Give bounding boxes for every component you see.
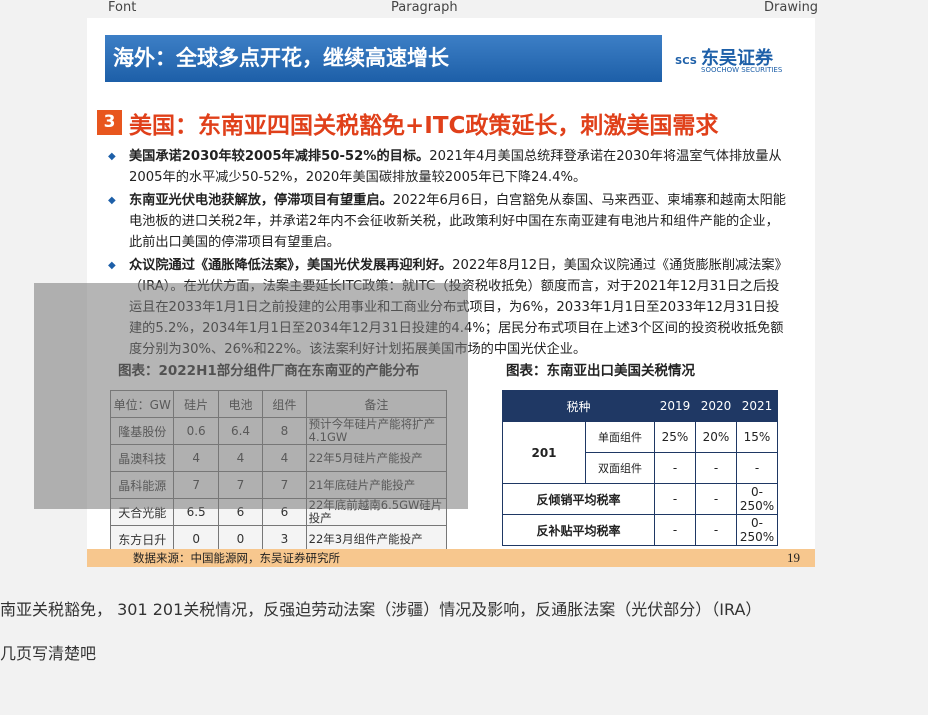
toolbar-label[interactable]: Paragraph <box>391 0 458 15</box>
bullet-lead: 美国承诺2030年较2005年减排50-52%的目标。 <box>129 149 430 164</box>
banner: 海外：全球多点开花，继续高速增长 <box>105 35 662 82</box>
table-cell: 反补贴平均税率 <box>502 514 655 546</box>
logo-name: 东吴证券 <box>701 48 773 69</box>
table-cell: - <box>654 514 696 546</box>
bullet: 东南亚光伏电池获解放，停滞项目有望重启。2022年6月6日，白宫豁免从泰国、马来… <box>108 190 788 253</box>
table-cell: 0 <box>173 525 219 553</box>
logo-mark: SCS <box>675 56 697 67</box>
tariff-table: 税种 2019 2020 2021 201 单面组件 25% 20% 15% 双面组件 - - - 反倾销… <box>502 390 778 546</box>
group-cell: 201 <box>502 421 586 484</box>
page-number: 19 <box>787 550 800 565</box>
table-cell: - <box>695 514 737 546</box>
bullet-lead: 东南亚光伏电池获解放，停滞项目有望重启。 <box>129 193 393 208</box>
table-row: 反倾销平均税率 - -0-250% <box>502 483 778 515</box>
header-cell: 2021 <box>736 390 778 422</box>
logo-subtitle: SOOCHOW SECURITIES <box>701 66 783 74</box>
table-cell: - <box>695 483 737 515</box>
table-cell: 22年3月组件产能投产 <box>305 525 448 553</box>
header-cell: 2019 <box>654 390 696 422</box>
message-line: 几页写清楚吧 <box>0 644 97 663</box>
table-header-row: 税种 2019 2020 2021 <box>502 390 778 422</box>
table-row: 201 单面组件 25% 20% 15% <box>502 421 778 484</box>
bullet: 美国承诺2030年较2005年减排50-52%的目标。2021年4月美国总统拜登… <box>108 146 788 188</box>
section-title: 美国：东南亚四国关税豁免+ITC政策延长，刺激美国需求 <box>129 113 719 139</box>
logo: SCS 东吴证券 SOOCHOW SECURITIES <box>675 46 795 78</box>
table-row: 反补贴平均税率 - -0-250% <box>502 514 778 546</box>
table-cell: - <box>695 452 737 484</box>
table-caption: 图表：东南亚出口美国关税情况 <box>506 363 695 379</box>
table-cell: - <box>654 483 696 515</box>
source-note: 数据来源：中国能源网，东吴证券研究所 <box>133 551 340 565</box>
table-cell: 0-250% <box>736 514 778 546</box>
header-cell: 2020 <box>695 390 737 422</box>
toolbar-label[interactable]: Font <box>108 0 137 15</box>
header-cell: 税种 <box>502 390 655 422</box>
bullet-text: 美国承诺2030年较2005年减排50-52%的目标。2021年4月美国总统拜登… <box>129 146 788 188</box>
table-cell: 反倾销平均税率 <box>502 483 655 515</box>
section-number: 3 <box>97 110 122 135</box>
table-cell: 3 <box>262 525 307 553</box>
table-cell: 单面组件 <box>585 421 655 453</box>
table-cell: - <box>654 452 696 484</box>
footer-bar: 数据来源：中国能源网，东吴证券研究所 19 <box>87 549 815 567</box>
table-cell: 0-250% <box>736 483 778 515</box>
bullet-body: 2022年6月6日，白宫豁免从泰国、马来西亚、柬埔寨和越南太阳能电池板的进口关税… <box>129 193 786 250</box>
table-cell: 东方日升 <box>109 525 175 553</box>
table-cell: 双面组件 <box>585 452 655 484</box>
table-row: 东方日升 0 0 3 22年3月组件产能投产 <box>109 525 448 553</box>
overlay <box>34 283 468 509</box>
toolbar-label[interactable]: Drawing <box>764 0 819 15</box>
message-line: 南亚关税豁免， 301 201关税情况，反强迫劳动法案（涉疆）情况及影响，反通胀… <box>0 600 762 619</box>
bullet-lead: 众议院通过《通胀降低法案》，美国光伏发展再迎利好。 <box>129 258 453 273</box>
bullet-text: 东南亚光伏电池获解放，停滞项目有望重启。2022年6月6日，白宫豁免从泰国、马来… <box>129 190 788 253</box>
table-cell: - <box>736 452 778 484</box>
table-cell: 25% <box>654 421 696 453</box>
bullet-body: 2021年4月美国总统拜登承诺在2030年将温室气体排放量从2005年的水平减少… <box>129 149 782 185</box>
table-cell: 20% <box>695 421 737 453</box>
table-cell: 15% <box>736 421 778 453</box>
